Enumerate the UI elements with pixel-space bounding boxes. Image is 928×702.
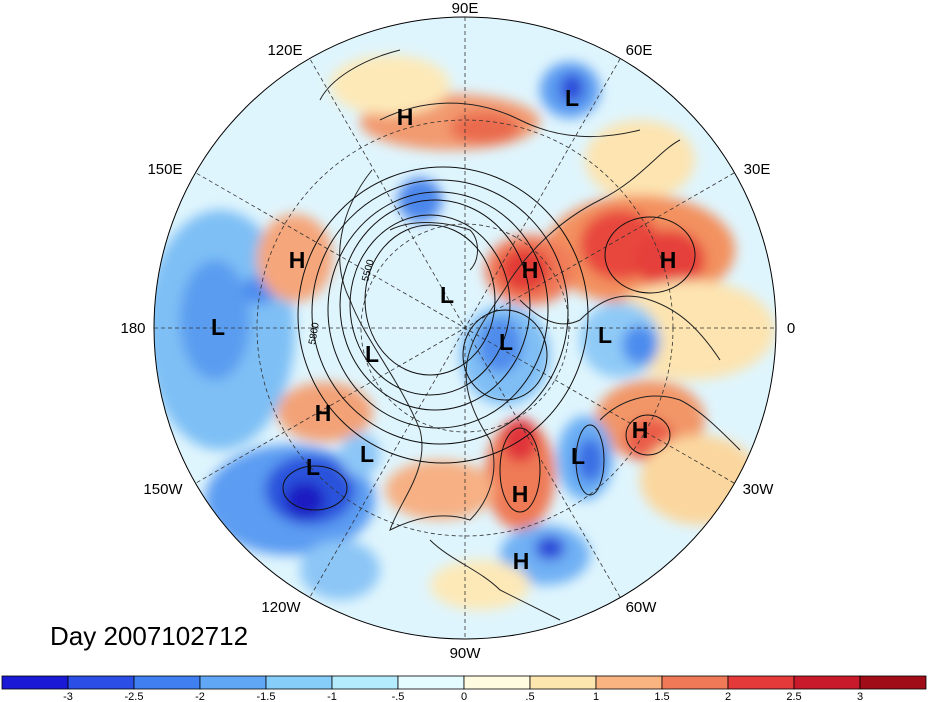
colorbar-swatch xyxy=(661,675,729,690)
low-center: L xyxy=(365,341,379,367)
colorbar-tick-label: .5 xyxy=(525,691,534,702)
colorbar-tick-label: -1.5 xyxy=(257,691,276,702)
coastlines xyxy=(319,49,741,621)
colorbar-tick-label: 2.5 xyxy=(786,691,801,702)
lon-label-30w: 30W xyxy=(743,481,775,498)
colorbar: -3 -2.5 -2 -1.5 -1 -.5 0 .5 1 1.5 2 2.5 3 xyxy=(1,675,927,702)
lon-label-90e: 90E xyxy=(452,0,479,17)
colorbar-tick-label: -.5 xyxy=(392,691,405,702)
lon-label-150e: 150E xyxy=(147,161,182,178)
anomaly-field xyxy=(154,55,775,610)
colorbar-swatch xyxy=(265,675,333,690)
colorbar-swatch xyxy=(397,675,465,690)
colorbar-swatch xyxy=(133,675,201,690)
high-center: H xyxy=(660,247,677,273)
colorbar-swatch xyxy=(1,675,69,690)
colorbar-swatch xyxy=(859,675,927,690)
colorbar-swatch xyxy=(199,675,267,690)
high-center: H xyxy=(289,247,306,273)
high-center: H xyxy=(522,257,539,283)
colorbar-swatch xyxy=(793,675,861,690)
high-center: H xyxy=(513,548,530,574)
colorbar-tick-label: 3 xyxy=(857,691,863,702)
colorbar-swatch xyxy=(727,675,795,690)
lon-label-60e: 60E xyxy=(626,42,653,59)
pressure-centers: H L H H H L L L L L H H L L L H H H xyxy=(211,85,676,574)
colorbar-swatch xyxy=(595,675,663,690)
low-center: L xyxy=(440,282,454,308)
lon-label-150w: 150W xyxy=(143,481,183,498)
longitude-labels: 90E 60E 30E 0 30W 60W 90W 120W 150W 180 … xyxy=(120,0,795,662)
lon-label-30e: 30E xyxy=(744,161,771,178)
height-contours xyxy=(282,166,696,513)
lon-label-90w: 90W xyxy=(450,645,482,662)
colorbar-tick-label: 0 xyxy=(461,691,467,702)
high-center: H xyxy=(512,481,529,507)
map-boundary xyxy=(153,16,777,640)
low-center: L xyxy=(571,443,585,469)
polar-map xyxy=(154,17,776,639)
lon-label-120e: 120E xyxy=(267,42,302,59)
low-center: L xyxy=(565,85,579,111)
colorbar-swatch xyxy=(529,675,597,690)
low-center: L xyxy=(360,441,374,467)
low-center: L xyxy=(499,329,513,355)
lon-label-180: 180 xyxy=(120,320,145,337)
colorbar-tick-label: -3 xyxy=(63,691,73,702)
low-center: L xyxy=(598,322,612,348)
colorbar-tick-label: -1 xyxy=(327,691,337,702)
colorbar-tick-label: 1 xyxy=(593,691,599,702)
colorbar-tick-label: 2 xyxy=(725,691,731,702)
lon-label-120w: 120W xyxy=(261,599,301,616)
high-center: H xyxy=(397,104,414,130)
contour-label-5800: 5800 xyxy=(307,321,322,345)
colorbar-tick-label: 1.5 xyxy=(654,691,669,702)
lon-label-60w: 60W xyxy=(626,599,658,616)
low-center: L xyxy=(306,454,320,480)
graticule xyxy=(154,17,776,639)
colorbar-swatch xyxy=(463,675,531,690)
map-title: Day 2007102712 xyxy=(50,621,248,651)
colorbar-swatch xyxy=(331,675,399,690)
lon-label-0: 0 xyxy=(787,320,795,337)
high-center: H xyxy=(632,417,649,443)
low-center: L xyxy=(211,314,225,340)
high-center: H xyxy=(315,400,332,426)
colorbar-swatch xyxy=(67,675,135,690)
colorbar-tick-label: -2.5 xyxy=(125,691,144,702)
colorbar-tick-label: -2 xyxy=(195,691,205,702)
